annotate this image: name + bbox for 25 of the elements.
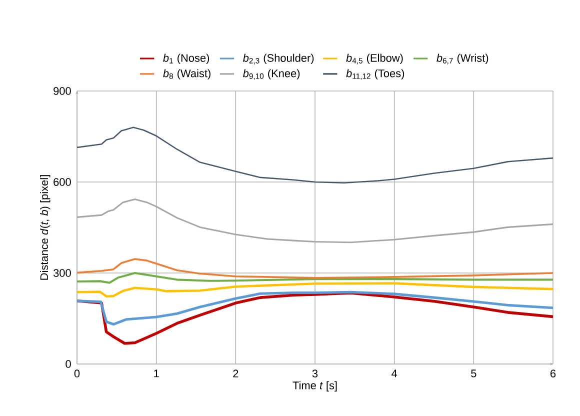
line-series: [77, 272, 553, 284]
y-axis-title: Distance d(t, b) [pixel]: [40, 175, 50, 280]
y-tick-label: 0: [66, 360, 71, 368]
legend-label: b$_{11,12}$ (Toes): [346, 69, 404, 80]
x-tick-label: 5: [471, 370, 476, 378]
line-series: [77, 290, 553, 326]
x-tick-label: 6: [550, 370, 556, 378]
y-tick-label: 300: [53, 269, 71, 277]
line-series: [77, 282, 553, 298]
x-axis-title: Time t [s]: [292, 381, 337, 392]
x-tick-label: 4: [392, 370, 398, 378]
y-tick-label: 900: [54, 87, 71, 95]
legend-label: b$_{8}$ (Waist): [163, 69, 210, 80]
x-tick-label: 0: [74, 370, 80, 378]
y-tick-label: 600: [54, 178, 71, 186]
legend-label: b$_{9,10}$ (Knee): [243, 69, 300, 80]
legend-label: b$_{1}$ (Nose): [163, 54, 210, 64]
line-series: [77, 126, 553, 184]
x-tick-label: 3: [312, 370, 318, 378]
x-tick-label: 2: [233, 370, 238, 378]
legend-label: b$_{2,3}$ (Shoulder): [243, 54, 314, 64]
x-tick-label: 1: [154, 370, 159, 378]
legend-label: b$_{4,5}$ (Elbow): [346, 54, 403, 64]
line-series: [77, 258, 553, 279]
legend-label: b$_{6,7}$ (Wrist): [436, 54, 488, 64]
